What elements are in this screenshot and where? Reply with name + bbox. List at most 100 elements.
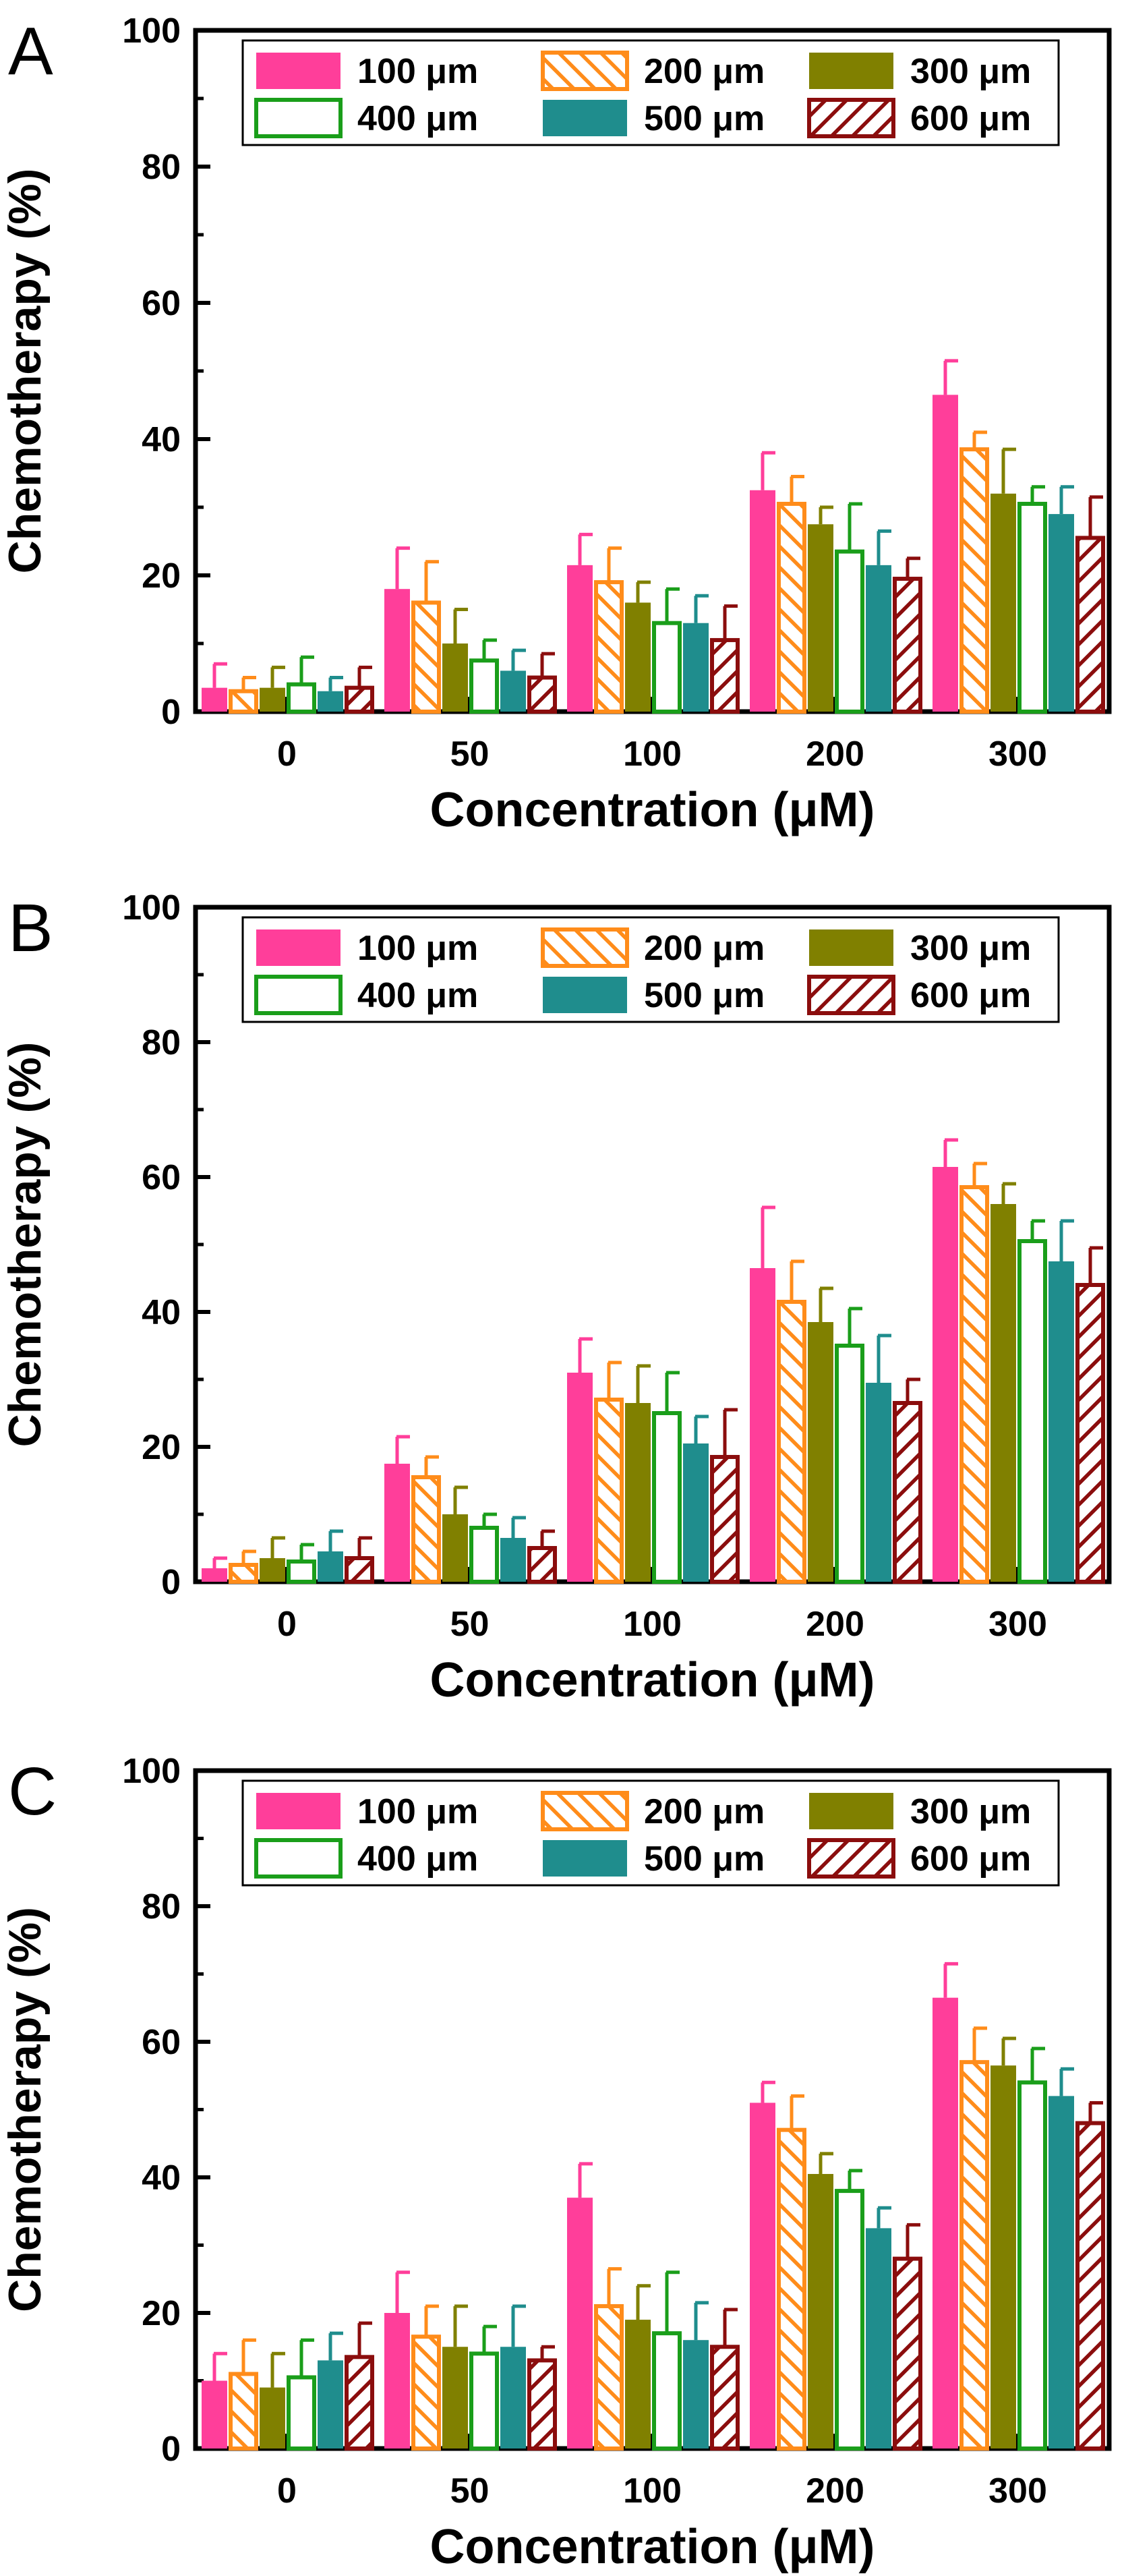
bar — [260, 1558, 285, 1582]
legend-swatch — [807, 98, 895, 138]
bar — [318, 691, 343, 712]
legend-swatch — [807, 1838, 895, 1879]
bar — [229, 1563, 258, 1584]
bar — [959, 2060, 989, 2451]
bar — [750, 2102, 775, 2449]
bar — [835, 1344, 864, 1584]
panel-label: A — [8, 13, 53, 89]
bar — [411, 2335, 441, 2451]
bar — [893, 1401, 922, 1584]
legend-label: 400 μm — [357, 99, 478, 138]
y-tick-label: 100 — [122, 888, 181, 927]
bar — [567, 1373, 593, 1582]
bar — [933, 395, 958, 712]
y-tick-label: 20 — [142, 1428, 181, 1467]
bar — [750, 1268, 775, 1582]
bar — [442, 1514, 468, 1582]
legend-swatch — [543, 1840, 627, 1877]
bar — [500, 1538, 526, 1582]
bar — [527, 675, 557, 714]
legend-swatch — [541, 51, 629, 91]
legend-label: 200 μm — [644, 929, 765, 968]
x-tick-label: 300 — [988, 2471, 1047, 2511]
bar — [500, 2347, 526, 2449]
legend-swatch — [541, 927, 629, 968]
bar — [594, 2303, 624, 2451]
bar — [469, 658, 499, 714]
bar — [260, 2387, 285, 2449]
y-tick-label: 60 — [142, 284, 181, 323]
y-tick-label: 80 — [142, 1887, 181, 1926]
bar — [808, 1322, 833, 1582]
bar — [500, 670, 526, 712]
bar — [710, 1455, 740, 1584]
y-axis-label: Chemotherapy (%) — [0, 1042, 51, 1448]
y-tick-label: 100 — [122, 11, 181, 51]
legend-label: 500 μm — [644, 1839, 765, 1879]
legend-label: 400 μm — [357, 1839, 478, 1879]
bar — [202, 2380, 227, 2449]
bar — [318, 2360, 343, 2449]
legend-swatch — [254, 98, 343, 138]
bar — [652, 2331, 682, 2451]
bar — [1017, 2080, 1047, 2451]
legend-swatch — [256, 53, 341, 89]
bar — [1017, 501, 1047, 714]
bar — [1048, 1261, 1074, 1582]
bar — [345, 2355, 374, 2451]
bar — [683, 1443, 709, 1582]
bar — [866, 2228, 891, 2449]
bar — [990, 1204, 1016, 1582]
bar — [384, 1464, 410, 1582]
legend-swatch — [541, 1791, 629, 1831]
bar — [229, 2372, 258, 2451]
y-tick-label: 80 — [142, 1023, 181, 1062]
bar — [411, 600, 441, 714]
legend-label: 400 μm — [357, 976, 478, 1015]
x-axis-label: Concentration (μM) — [430, 2520, 875, 2574]
y-tick-label: 0 — [161, 693, 181, 732]
bar — [594, 580, 624, 714]
y-tick-label: 20 — [142, 2294, 181, 2333]
bar — [1075, 2121, 1105, 2451]
legend-swatch — [254, 975, 343, 1015]
bar — [933, 1167, 958, 1582]
legend-swatch — [807, 975, 895, 1015]
bar — [835, 549, 864, 714]
y-tick-label: 20 — [142, 556, 181, 596]
legend-swatch — [543, 100, 627, 136]
legend-box — [241, 916, 1060, 1023]
bar — [750, 490, 775, 712]
bar — [777, 1300, 806, 1584]
legend-label: 600 μm — [910, 1839, 1031, 1879]
bar — [260, 687, 285, 712]
bar — [893, 2256, 922, 2451]
x-tick-label: 300 — [988, 735, 1047, 774]
bar — [777, 501, 806, 714]
y-tick-label: 40 — [142, 1293, 181, 1332]
bar — [710, 2345, 740, 2451]
legend-swatch — [809, 53, 893, 89]
bar — [959, 447, 989, 714]
legend: 100 μm 200 μm 300 μm 400 μm 500 μm 600 μm — [241, 1779, 1060, 1887]
bar — [527, 1546, 557, 1584]
legend-label: 500 μm — [644, 99, 765, 138]
bar — [287, 1559, 316, 1584]
bar — [1075, 536, 1105, 714]
x-tick-label: 50 — [450, 735, 490, 774]
chart-panel-b: B 0 20 40 60 80 100 Chemotherapy (%) 0 50 100 200 30… — [0, 888, 1112, 1707]
bar — [202, 687, 227, 712]
legend: 100 μm 200 μm 300 μm 400 μm 500 μm 600 μm — [241, 916, 1060, 1023]
bar — [1048, 514, 1074, 712]
legend-label: 100 μm — [357, 52, 478, 91]
chart-panel-a: A 0 20 40 60 80 100 Chemotherapy (%) 0 50 100 200 30… — [0, 11, 1112, 837]
x-tick-label: 50 — [450, 1605, 490, 1644]
bar — [287, 682, 316, 714]
panel-label: B — [8, 890, 53, 966]
bar — [808, 2173, 833, 2449]
bar — [1048, 2096, 1074, 2449]
x-tick-label: 0 — [277, 2471, 297, 2511]
legend-swatch — [254, 1838, 343, 1879]
x-tick-label: 200 — [806, 2471, 864, 2511]
